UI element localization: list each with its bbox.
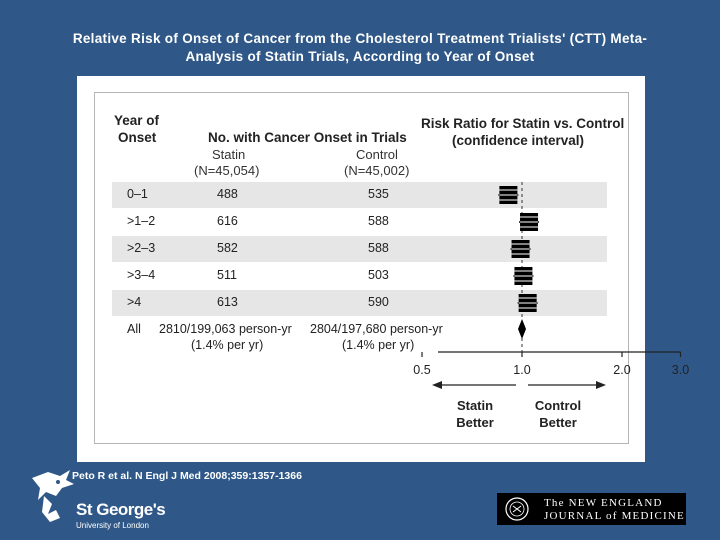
slide-title: Relative Risk of Onset of Cancer from th… — [20, 30, 700, 66]
year-header-line-2: Onset — [118, 130, 157, 145]
row-statin: 616 — [217, 214, 238, 228]
control-better-label: Better — [539, 415, 577, 430]
count-header: No. with Cancer Onset in Trials — [208, 130, 407, 145]
overall-estimate-diamond — [518, 319, 526, 339]
statin-n: (N=45,054) — [194, 163, 260, 178]
all-row-control-rate: (1.4% per yr) — [342, 338, 415, 352]
row-statin: 511 — [217, 268, 237, 282]
row-control: 535 — [368, 187, 389, 201]
row-statin: 613 — [217, 295, 238, 309]
all-row-statin: 2810/199,063 person-yr — [159, 322, 292, 336]
citation: Peto R et al. N Engl J Med 2008;359:1357… — [72, 470, 302, 482]
risk-ratio-subheader: (confidence interval) — [452, 133, 585, 148]
control-n: (N=45,002) — [344, 163, 410, 178]
x-axis-tick-label: 3.0 — [672, 363, 689, 377]
journal-name-line-2: JOURNAL of MEDICINE — [544, 510, 685, 522]
row-control: 503 — [368, 268, 389, 282]
all-row-control: 2804/197,680 person-yr — [310, 322, 443, 336]
row-year: >1–2 — [127, 214, 156, 228]
risk-ratio-header: Risk Ratio for Statin vs. Control — [421, 116, 625, 131]
row-year: >4 — [127, 295, 142, 309]
arrow-right-head — [596, 381, 606, 389]
all-row-label: All — [127, 322, 141, 336]
row-statin: 582 — [217, 241, 238, 255]
statin-better-label: Statin — [457, 398, 493, 413]
statin-column-label: Statin — [212, 147, 246, 162]
x-axis-tick-label: 0.5 — [413, 363, 430, 377]
institution-name: St George's — [76, 500, 166, 519]
journal-name-line-1: The NEW ENGLAND — [544, 497, 663, 509]
row-statin: 488 — [217, 187, 238, 201]
all-row-statin-rate: (1.4% per yr) — [191, 338, 264, 352]
slide-title-line-1: Relative Risk of Onset of Cancer from th… — [72, 31, 648, 46]
year-header-line-1: Year of — [114, 113, 160, 128]
row-control: 590 — [368, 295, 389, 309]
row-year: 0–1 — [127, 187, 148, 201]
nejm-seal-icon — [505, 497, 529, 521]
control-column-label: Control — [356, 147, 398, 162]
row-shade — [112, 182, 607, 208]
x-axis-tick-label: 1.0 — [513, 363, 530, 377]
row-year: >2–3 — [127, 241, 156, 255]
x-axis-tick-label: 2.0 — [613, 363, 630, 377]
arrow-left-head — [432, 381, 442, 389]
statin-better-label: Better — [456, 415, 494, 430]
institution-subtitle: University of London — [76, 521, 149, 530]
st-georges-dragon-logo — [32, 470, 74, 522]
row-year: >3–4 — [127, 268, 156, 282]
row-control: 588 — [368, 214, 389, 228]
row-control: 588 — [368, 241, 389, 255]
control-better-label: Control — [535, 398, 581, 413]
slide-title-line-2: Analysis of Statin Trials, According to … — [185, 49, 535, 64]
